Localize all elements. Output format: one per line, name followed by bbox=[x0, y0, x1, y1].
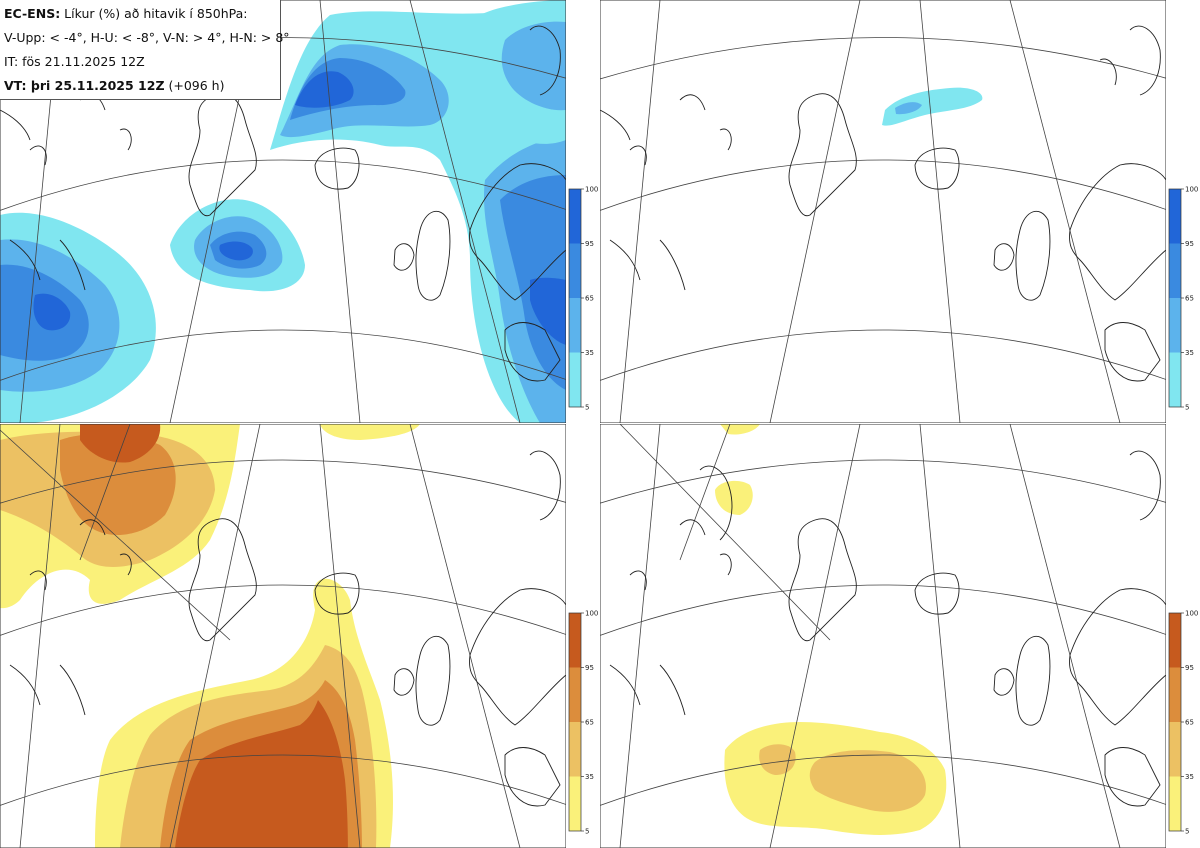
title-model: EC-ENS: bbox=[4, 6, 61, 21]
panel-bottom-right bbox=[600, 424, 1166, 848]
colorbar-tick-label: 65 bbox=[585, 719, 594, 727]
panel-top-right bbox=[600, 0, 1166, 423]
colorbar-segment bbox=[1169, 613, 1181, 668]
probability-field bbox=[715, 424, 947, 835]
colorbar-segment bbox=[1169, 352, 1181, 407]
colorbar-tick-label: 5 bbox=[585, 828, 589, 836]
colorbar-tick-label: 95 bbox=[1185, 240, 1194, 248]
colorbar-tick-label: 65 bbox=[585, 295, 594, 303]
coastline bbox=[9, 450, 566, 807]
colorbar-tick-label: 95 bbox=[1185, 664, 1194, 672]
colorbar-segment bbox=[569, 667, 581, 722]
colorbars: 100 95 65 35 5 100 95 65 35 5 100 95 65 35 5 100 95 65 35 5 bbox=[568, 186, 1198, 836]
title-line-3: IT: fös 21.11.2025 12Z bbox=[4, 54, 145, 69]
colorbar-segment bbox=[1169, 298, 1181, 353]
panel-bottom-left bbox=[0, 424, 566, 848]
colorbar-tick-label: 35 bbox=[585, 349, 594, 357]
graticule bbox=[600, 424, 1166, 848]
title-description: Líkur (%) að hitavik í 850hPa: bbox=[60, 6, 248, 21]
title-line-1: EC-ENS: Líkur (%) að hitavik í 850hPa: bbox=[4, 4, 280, 28]
colorbar-segment bbox=[1169, 776, 1181, 831]
colorbar-tick-label: 95 bbox=[585, 240, 594, 248]
colorbar-segment bbox=[1169, 243, 1181, 298]
colorbar-segment bbox=[569, 613, 581, 668]
colorbar-tick-label: 5 bbox=[1185, 828, 1189, 836]
colorbar-segment bbox=[1169, 667, 1181, 722]
colorbar-top-left: 100 95 65 35 5 bbox=[568, 186, 598, 412]
colorbar-tick-label: 65 bbox=[1185, 295, 1194, 303]
colorbar-segment bbox=[569, 722, 581, 777]
map-title-box: EC-ENS: Líkur (%) að hitavik í 850hPa: V… bbox=[0, 0, 290, 100]
colorbar-segment bbox=[569, 776, 581, 831]
colorbar-tick-label: 5 bbox=[1185, 404, 1189, 412]
colorbar-segment bbox=[569, 189, 581, 244]
colorbar-tick-label: 100 bbox=[1185, 610, 1198, 618]
coastline bbox=[600, 25, 1166, 382]
colorbar-tick-label: 35 bbox=[1185, 773, 1194, 781]
colorbar-segment bbox=[569, 243, 581, 298]
colorbar-segment bbox=[569, 298, 581, 353]
colorbar-segment bbox=[569, 352, 581, 407]
colorbar-tick-label: 100 bbox=[585, 186, 598, 194]
colorbar-bottom-right: 100 95 65 35 5 bbox=[1168, 610, 1198, 836]
probability-field bbox=[0, 0, 566, 423]
colorbar-tick-label: 35 bbox=[585, 773, 594, 781]
colorbar-segment bbox=[1169, 722, 1181, 777]
lead-time: (+096 h) bbox=[164, 78, 225, 93]
probability-field bbox=[882, 87, 983, 126]
colorbar-tick-label: 35 bbox=[1185, 349, 1194, 357]
probability-field bbox=[0, 424, 420, 848]
colorbar-top-right: 100 95 65 35 5 bbox=[1168, 186, 1198, 412]
colorbar-tick-label: 100 bbox=[585, 610, 598, 618]
colorbar-tick-label: 5 bbox=[585, 404, 589, 412]
colorbar-tick-label: 100 bbox=[1185, 186, 1198, 194]
colorbar-tick-label: 95 bbox=[585, 664, 594, 672]
graticule bbox=[0, 424, 566, 848]
coastline bbox=[609, 450, 1166, 807]
valid-time: VT: þri 25.11.2025 12Z bbox=[4, 78, 165, 93]
graticule bbox=[600, 0, 1166, 423]
colorbar-tick-label: 65 bbox=[1185, 719, 1194, 727]
title-line-2: V-Upp: < -4°, H-U: < -8°, V-N: > 4°, H-N… bbox=[4, 30, 290, 45]
title-line-4: VT: þri 25.11.2025 12Z (+096 h) bbox=[4, 76, 280, 100]
colorbar-bottom-left: 100 95 65 35 5 bbox=[568, 610, 598, 836]
panel-top-left bbox=[0, 0, 566, 423]
colorbar-segment bbox=[1169, 189, 1181, 244]
